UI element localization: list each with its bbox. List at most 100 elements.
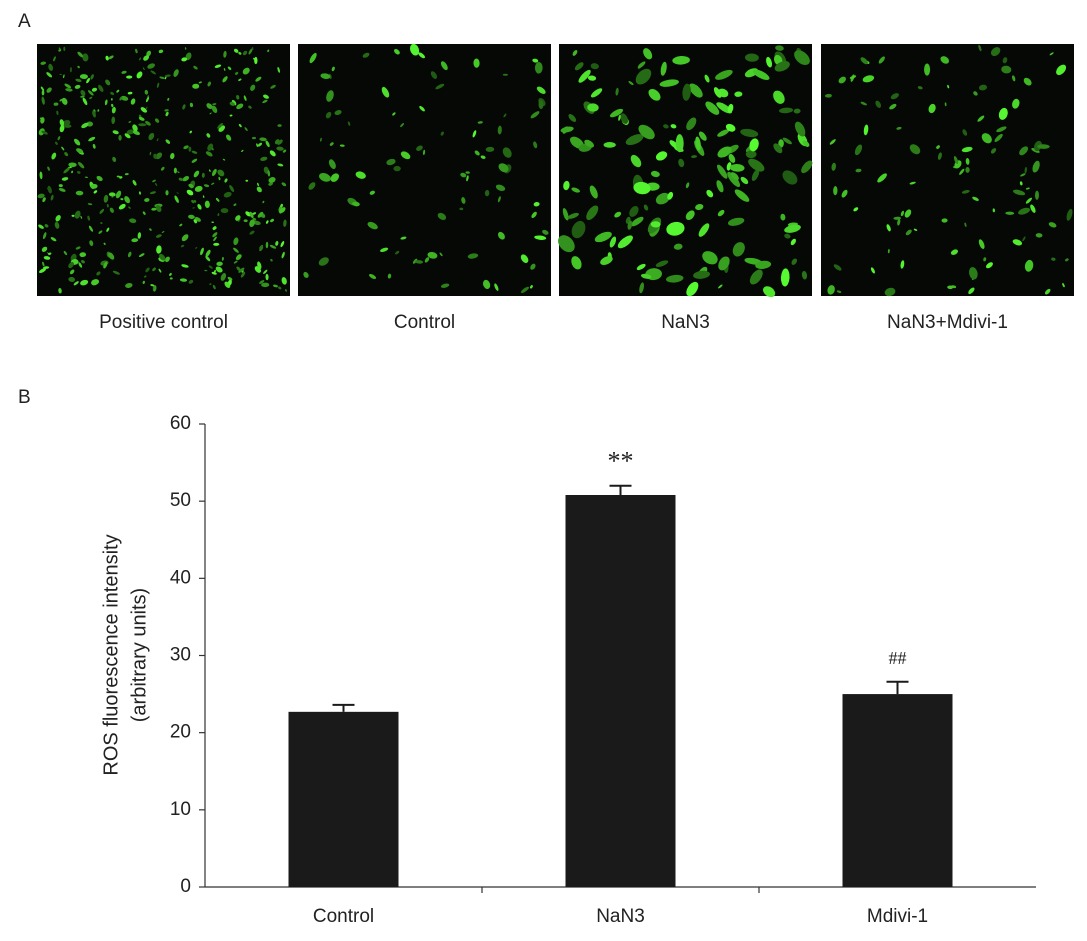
cell: [182, 104, 186, 110]
y-tick-label: 30: [170, 645, 191, 666]
cell: [667, 191, 674, 200]
cell: [1049, 52, 1054, 56]
cell: [148, 132, 155, 141]
cell: [461, 197, 466, 204]
cell: [139, 191, 141, 195]
cell: [794, 121, 806, 137]
cell: [663, 124, 669, 129]
cell: [150, 70, 157, 75]
cell: [318, 257, 329, 266]
bar: [288, 711, 399, 887]
cell: [860, 101, 867, 106]
cell: [277, 67, 281, 73]
cell: [242, 50, 248, 56]
cell: [740, 128, 759, 138]
cell: [84, 176, 89, 178]
cell: [563, 180, 570, 191]
cell: [75, 246, 81, 250]
cell: [253, 220, 261, 226]
cell: [734, 189, 750, 202]
cell: [748, 158, 765, 172]
cell: [112, 130, 119, 135]
cell: [207, 143, 214, 151]
cell: [92, 144, 96, 149]
cell: [673, 243, 683, 250]
cell: [222, 158, 226, 161]
cell: [265, 140, 270, 148]
cell: [794, 50, 810, 66]
cell: [47, 185, 52, 194]
cell: [1020, 173, 1026, 177]
cell: [863, 124, 869, 136]
cell: [191, 158, 198, 163]
cell: [996, 126, 1007, 133]
cell: [92, 110, 96, 118]
cell: [224, 178, 228, 183]
cell: [269, 244, 277, 249]
cell: [998, 107, 1008, 120]
cell: [494, 283, 499, 291]
cell: [236, 95, 240, 100]
cell: [89, 96, 93, 100]
cell: [156, 138, 159, 142]
cell: [119, 96, 123, 101]
cell: [395, 250, 400, 255]
cell: [630, 154, 642, 168]
cell: [435, 83, 445, 90]
cell: [142, 211, 146, 215]
cell: [39, 171, 43, 180]
cell: [473, 58, 480, 68]
cell: [63, 250, 68, 256]
cell: [203, 184, 210, 188]
cell: [46, 72, 53, 78]
cell: [717, 146, 732, 158]
cell: [1030, 204, 1036, 213]
cell: [41, 96, 45, 105]
cell: [1005, 211, 1015, 215]
cell: [74, 84, 81, 89]
cell: [233, 203, 237, 206]
cell: [263, 94, 269, 99]
cell: [238, 78, 242, 81]
cell: [212, 232, 218, 238]
cell: [47, 166, 50, 171]
cell: [600, 256, 613, 266]
cell: [702, 251, 718, 265]
cell: [718, 256, 730, 271]
cell: [165, 256, 170, 263]
cell: [627, 220, 633, 230]
cell: [68, 276, 76, 282]
cell: [217, 122, 223, 129]
cell: [572, 50, 578, 56]
cell: [87, 215, 91, 221]
cell: [962, 129, 968, 136]
cell: [126, 129, 135, 135]
cell: [1035, 190, 1039, 200]
cell: [193, 170, 200, 178]
cell: [718, 284, 723, 289]
cell: [152, 285, 157, 292]
cell: [640, 273, 652, 279]
cell: [418, 52, 426, 59]
cell: [208, 265, 213, 269]
cell: [498, 163, 509, 173]
cell: [704, 74, 710, 83]
cell: [75, 78, 82, 82]
cell: [87, 203, 93, 206]
cell: [387, 273, 392, 279]
cell: [953, 156, 959, 165]
cell: [75, 190, 84, 196]
cell: [670, 124, 677, 129]
cell: [125, 282, 133, 288]
cell: [63, 124, 72, 128]
cell: [165, 190, 169, 196]
cell: [1066, 208, 1073, 221]
cell: [1019, 146, 1029, 156]
cell: [79, 74, 88, 79]
cell: [251, 136, 257, 140]
cell: [394, 48, 400, 55]
cell: [283, 219, 287, 227]
cell: [909, 144, 921, 155]
cell: [144, 89, 149, 95]
cell: [88, 136, 96, 142]
